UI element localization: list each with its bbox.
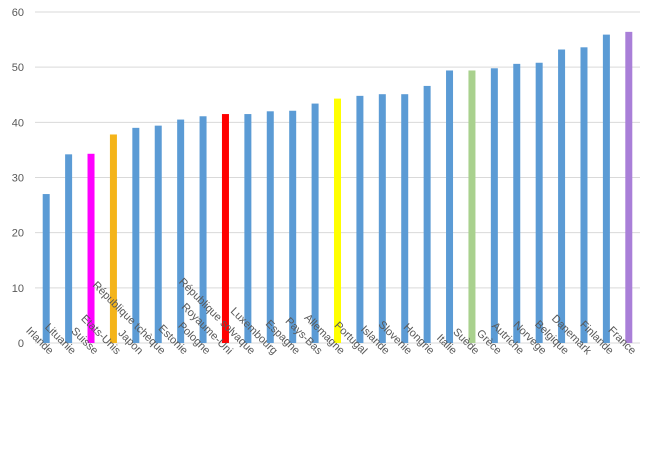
bar [311,103,319,344]
bar [221,114,229,343]
bar [132,127,140,343]
bar [378,94,386,343]
bar [87,153,95,343]
bar [558,49,566,343]
bar [468,70,476,343]
bar [513,63,521,344]
bar [42,194,50,343]
bar [154,125,162,343]
bar [535,62,543,344]
bar [65,154,73,343]
bar [109,134,117,343]
bar [602,34,610,343]
y-axis-ticks: 0 10 20 30 40 50 60 [12,7,24,350]
y-tick-label: 0 [18,338,24,350]
y-tick-label: 60 [12,7,24,19]
bar [580,47,588,343]
bar [289,110,297,343]
y-tick-label: 20 [12,228,24,240]
bars [42,31,633,344]
bar [244,114,252,343]
bar [266,111,274,343]
y-tick-label: 40 [12,117,24,129]
bar [490,68,498,344]
bar [625,31,633,344]
bar [423,85,431,343]
bar [334,98,341,343]
y-tick-label: 10 [12,283,24,295]
bar [199,116,207,343]
y-tick-label: 50 [12,62,24,74]
bar [177,119,185,343]
bar [401,94,409,343]
y-tick-label: 30 [12,173,24,185]
bar [356,95,364,343]
bar [446,70,454,343]
